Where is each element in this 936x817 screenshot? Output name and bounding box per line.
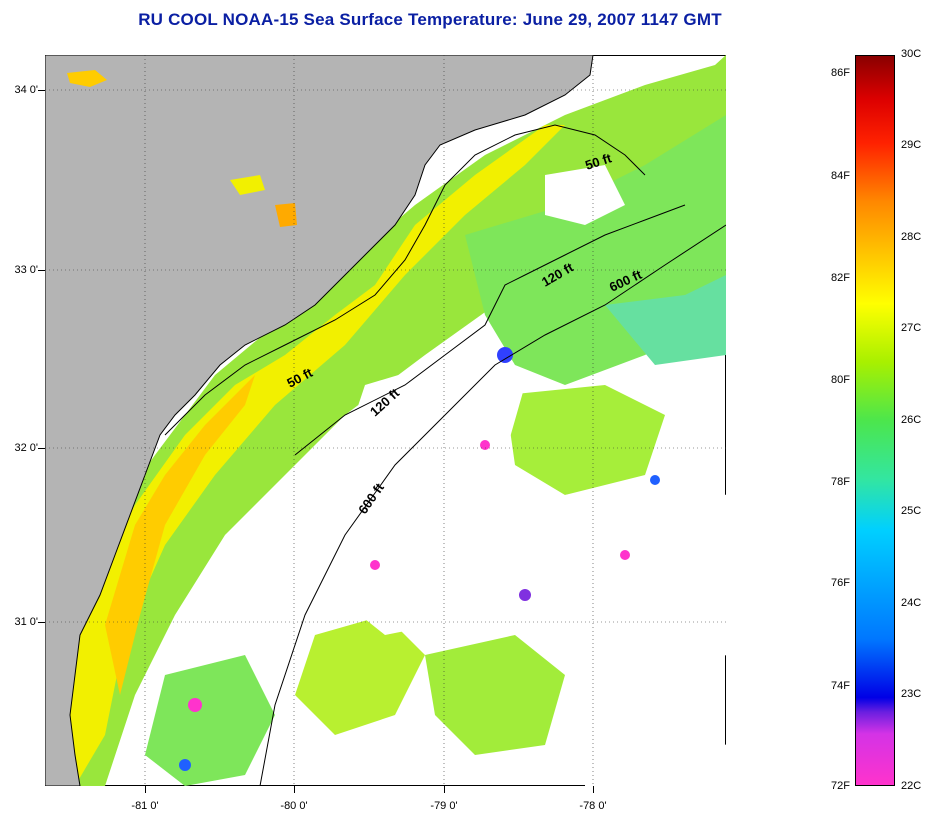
cloud-1	[335, 355, 525, 515]
sst-green-offshore-4	[425, 635, 565, 755]
cloud-2	[335, 495, 645, 635]
lat-label-31: 31 0'	[14, 616, 38, 628]
sst-map[interactable]: 50 ft 50 ft 120 ft 120 ft 600 ft 600 ft	[45, 55, 726, 786]
land-warm-patch	[275, 203, 297, 227]
colorbar-label-26c: 26C	[901, 414, 922, 426]
cloud-3	[565, 475, 726, 695]
cold-spot	[370, 560, 380, 570]
sst-orange-coast	[105, 375, 255, 695]
colorbar-label-27c: 27C	[901, 322, 922, 334]
lat-label-33: 33 0'	[14, 264, 38, 276]
lon-label-81: -81 0'	[131, 800, 159, 812]
colorbar-label-82f: 82F	[831, 272, 850, 284]
map-tick	[593, 786, 594, 793]
colorbar-label-84f: 84F	[831, 170, 850, 182]
map-tick	[38, 90, 45, 91]
colorbar-label-22c: 22C	[901, 780, 922, 792]
colorbar-label-29c: 29C	[901, 139, 922, 151]
colorbar-label-72f: 72F	[831, 780, 850, 792]
sst-cyan-patch	[605, 275, 726, 365]
colorbar-label-78f: 78F	[831, 476, 850, 488]
temperature-colorbar	[855, 55, 895, 786]
graticule	[45, 55, 726, 786]
colorbar-label-80f: 80F	[831, 374, 850, 386]
map-tick	[294, 786, 295, 793]
cloud-4	[225, 505, 335, 655]
map-title: RU COOL NOAA-15 Sea Surface Temperature:…	[138, 10, 722, 29]
map-tick	[145, 786, 146, 793]
sst-green-offshore-3	[295, 615, 425, 735]
colorbar-label-23c: 23C	[901, 688, 922, 700]
land-warm-patch	[67, 70, 107, 87]
cloud-5	[545, 165, 625, 225]
cold-spot	[497, 347, 513, 363]
lat-label-32: 32 0'	[14, 442, 38, 454]
lon-label-78: -78 0'	[579, 800, 607, 812]
colorbar-label-25c: 25C	[901, 505, 922, 517]
cold-spot	[650, 475, 660, 485]
cold-spot	[620, 550, 630, 560]
map-tick	[38, 622, 45, 623]
colorbar-label-86f: 86F	[831, 67, 850, 79]
sst-field	[65, 55, 726, 786]
map-tick	[444, 786, 445, 793]
colorbar-label-74f: 74F	[831, 680, 850, 692]
isobath-50ft	[164, 124, 646, 436]
land-mass	[45, 55, 594, 786]
cold-spot	[179, 759, 191, 771]
isobath-600ft	[259, 224, 726, 786]
sst-green-offshore-5	[145, 655, 275, 786]
colorbar-label-30c: 30C	[901, 48, 922, 60]
cold-spot	[188, 698, 202, 712]
lon-label-79: -79 0'	[430, 800, 458, 812]
isobath-120ft	[294, 204, 686, 456]
sst-green-offshore-2	[505, 385, 665, 495]
lat-label-34: 34 0'	[14, 84, 38, 96]
cold-spot	[480, 440, 490, 450]
colorbar-label-76f: 76F	[831, 577, 850, 589]
cold-spot	[519, 589, 531, 601]
map-tick	[38, 448, 45, 449]
colorbar-label-28c: 28C	[901, 231, 922, 243]
map-tick	[38, 270, 45, 271]
colorbar-label-24c: 24C	[901, 597, 922, 609]
lon-label-80: -80 0'	[280, 800, 308, 812]
cloud-6	[585, 715, 726, 786]
land-warm-patch	[230, 175, 265, 195]
